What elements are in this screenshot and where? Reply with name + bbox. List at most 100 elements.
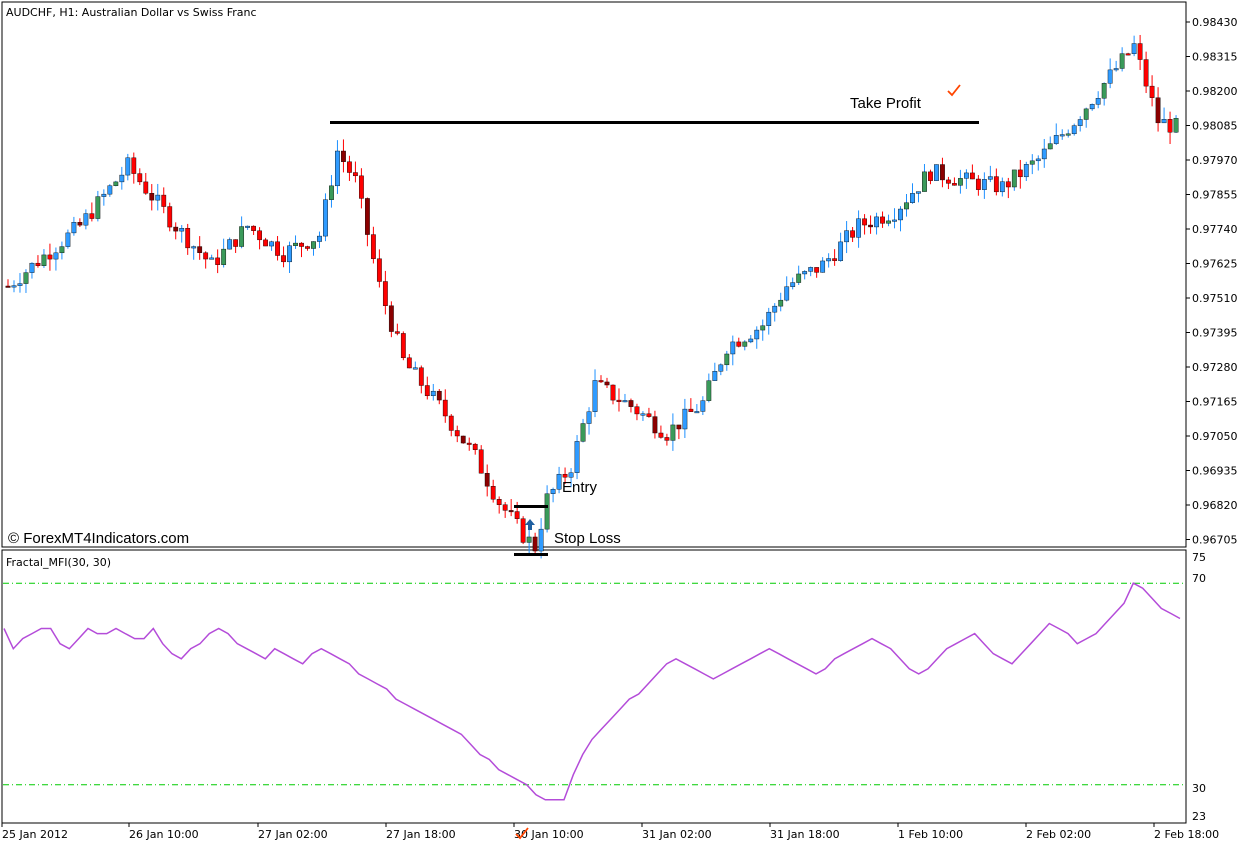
candle-body <box>1035 158 1041 162</box>
price-axis: 0.98430 0.98315 0.98200 0.98085 0.97970 0.978… <box>1186 16 1238 547</box>
candle-body <box>1131 43 1137 55</box>
candle-body <box>694 411 700 414</box>
take-profit-label: Take Profit <box>850 95 922 112</box>
candle-body <box>478 449 484 474</box>
candle-body <box>293 242 298 246</box>
candle-body <box>1161 119 1167 124</box>
trade-levels <box>330 84 979 840</box>
candle-body <box>712 371 718 381</box>
candle-body <box>269 241 274 247</box>
candle-body <box>934 164 939 181</box>
candle-body <box>544 493 550 530</box>
candle-body <box>981 179 987 190</box>
candle-body <box>520 518 526 543</box>
candle-body <box>257 230 262 241</box>
candle-body <box>604 381 610 386</box>
candle-body <box>724 353 730 366</box>
candle-body <box>203 252 209 260</box>
candle-body <box>119 174 125 183</box>
candlestick-series <box>5 34 1179 559</box>
candle-body <box>730 341 736 355</box>
candle-body <box>406 357 412 369</box>
candle-body <box>1029 160 1035 165</box>
candle-body <box>466 442 472 445</box>
candle-body <box>1071 125 1077 135</box>
candle-body <box>370 234 376 259</box>
candle-body <box>197 246 203 253</box>
candle-body <box>53 252 59 260</box>
indicator-scale-bottom: 23 <box>1192 810 1206 823</box>
candle-body <box>952 183 957 186</box>
candle-body <box>778 299 784 307</box>
indicator-label: Fractal_MFI(30, 30) <box>6 556 111 569</box>
candle-body <box>706 380 712 401</box>
time-tick-label: 1 Feb 10:00 <box>898 828 963 841</box>
candle-body <box>796 273 802 283</box>
check-mark-icon <box>947 84 961 97</box>
price-tick-label: 0.98200 <box>1192 85 1238 98</box>
candle-body <box>718 364 724 372</box>
candle-body <box>412 367 418 370</box>
candle-body <box>574 441 580 473</box>
entry-label: Entry <box>562 479 598 496</box>
candle-body <box>311 241 316 249</box>
indicator-level-lower: 30 <box>1192 782 1206 795</box>
candle-body <box>616 399 622 402</box>
candle-body <box>287 245 292 263</box>
candle-body <box>209 257 215 260</box>
candle-body <box>490 486 496 500</box>
candle-body <box>946 179 951 184</box>
time-tick-label: 31 Jan 18:00 <box>770 828 840 841</box>
candle-body <box>35 262 41 266</box>
time-tick-label: 26 Jan 10:00 <box>129 828 199 841</box>
candle-body <box>131 157 137 174</box>
candle-body <box>850 230 855 238</box>
price-tick-label: 0.97395 <box>1192 327 1238 340</box>
candle-body <box>1101 83 1107 99</box>
candle-body <box>688 408 694 412</box>
candle-body <box>418 367 424 386</box>
candle-body <box>814 267 820 273</box>
candle-body <box>1119 53 1125 69</box>
candle-body <box>454 430 460 437</box>
candle-body <box>820 260 826 273</box>
candle-body <box>832 258 838 261</box>
candle-body <box>239 226 245 247</box>
candle-body <box>568 472 574 478</box>
candle-body <box>784 286 790 301</box>
candle-body <box>514 511 520 519</box>
candle-body <box>640 413 646 416</box>
candle-body <box>1107 69 1113 84</box>
stop-loss-label: Stop Loss <box>554 530 621 547</box>
candle-body <box>221 248 227 265</box>
candle-body <box>598 380 604 383</box>
time-tick-label: 2 Feb 02:00 <box>1026 828 1091 841</box>
candle-body <box>23 272 29 284</box>
candle-body <box>215 257 221 265</box>
candle-body <box>550 489 556 494</box>
candle-body <box>658 432 664 438</box>
candle-body <box>634 406 640 415</box>
candle-body <box>766 311 772 326</box>
candle-body <box>155 194 161 201</box>
candle-body <box>89 213 95 219</box>
candle-body <box>670 424 676 441</box>
candle-body <box>245 225 250 228</box>
candle-body <box>1005 181 1011 188</box>
candle-body <box>892 219 897 222</box>
candle-body <box>1113 68 1119 71</box>
price-tick-label: 0.97625 <box>1192 258 1238 271</box>
candle-body <box>263 239 268 247</box>
candle-body <box>856 218 861 238</box>
candle-body <box>329 185 334 200</box>
time-tick-label: 27 Jan 02:00 <box>258 828 328 841</box>
candle-body <box>1011 169 1017 188</box>
candle-body <box>874 216 879 228</box>
candle-body <box>754 329 760 340</box>
price-tick-label: 0.97510 <box>1192 292 1238 305</box>
candle-body <box>376 258 382 282</box>
time-tick-label: 31 Jan 02:00 <box>642 828 712 841</box>
candle-body <box>562 473 568 478</box>
candle-body <box>382 281 388 306</box>
